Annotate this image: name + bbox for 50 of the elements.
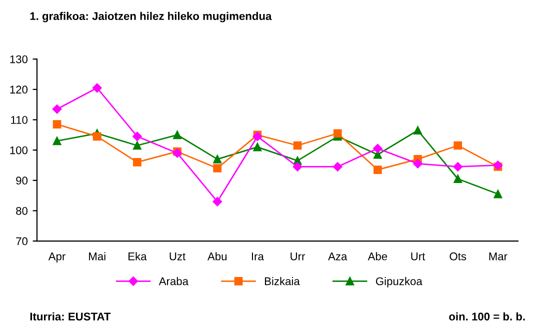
- legend-label: Araba: [158, 277, 189, 286]
- point: [52, 120, 62, 128]
- x-tick-label: Urr: [290, 252, 306, 260]
- point: [132, 132, 142, 142]
- point: [92, 132, 102, 141]
- x-tick-label: Ira: [252, 252, 264, 260]
- point: [413, 159, 422, 168]
- chart-title: 1. grafikoa: Jaiotzen hilez hileko mugimendua: [30, 12, 272, 22]
- x-tick-label: Aza: [328, 252, 348, 260]
- legend-label: Bizkaia: [264, 277, 300, 286]
- x-tick-label: Abu: [207, 252, 226, 260]
- x-tick-label: Abe: [368, 252, 388, 260]
- x-tick-label: Uzt: [170, 252, 186, 260]
- x-tick-label: Ots: [450, 252, 466, 260]
- point: [454, 174, 462, 184]
- x-tick-label: Mai: [89, 252, 106, 260]
- point: [373, 144, 382, 154]
- x-tick-label: Eka: [128, 252, 147, 260]
- x-tick-label: Mar: [489, 252, 508, 260]
- y-tick-label: 80: [16, 206, 28, 215]
- point: [213, 154, 222, 164]
- point: [92, 83, 102, 93]
- text: Iturria: EUSTAT: [30, 312, 111, 320]
- point: [133, 158, 142, 166]
- point: [292, 162, 302, 172]
- point: [494, 190, 502, 198]
- legend-label: Gipuzkoa: [376, 277, 422, 288]
- point: [213, 164, 222, 172]
- point: [293, 141, 302, 150]
- point: [332, 162, 342, 172]
- x-tick-label: Apr: [48, 252, 66, 262]
- point: [173, 130, 182, 140]
- y-tick-label: 100: [10, 146, 28, 154]
- point: [133, 141, 142, 150]
- point: [454, 141, 462, 150]
- text: oin. 100 = b. b.: [449, 312, 525, 320]
- point: [253, 142, 262, 152]
- y-tick-label: 70: [16, 237, 28, 246]
- y-tick-label: 120: [10, 86, 28, 94]
- point: [333, 129, 342, 138]
- point: [212, 196, 222, 206]
- point: [414, 126, 422, 135]
- point: [374, 166, 382, 174]
- y-tick-label: 90: [16, 176, 28, 185]
- x-tick-label: Urt: [411, 252, 426, 260]
- point: [52, 136, 62, 146]
- y-tick-label: 110: [11, 116, 28, 124]
- point: [52, 104, 62, 114]
- point: [453, 162, 462, 172]
- y-tick-label: 130: [10, 55, 28, 64]
